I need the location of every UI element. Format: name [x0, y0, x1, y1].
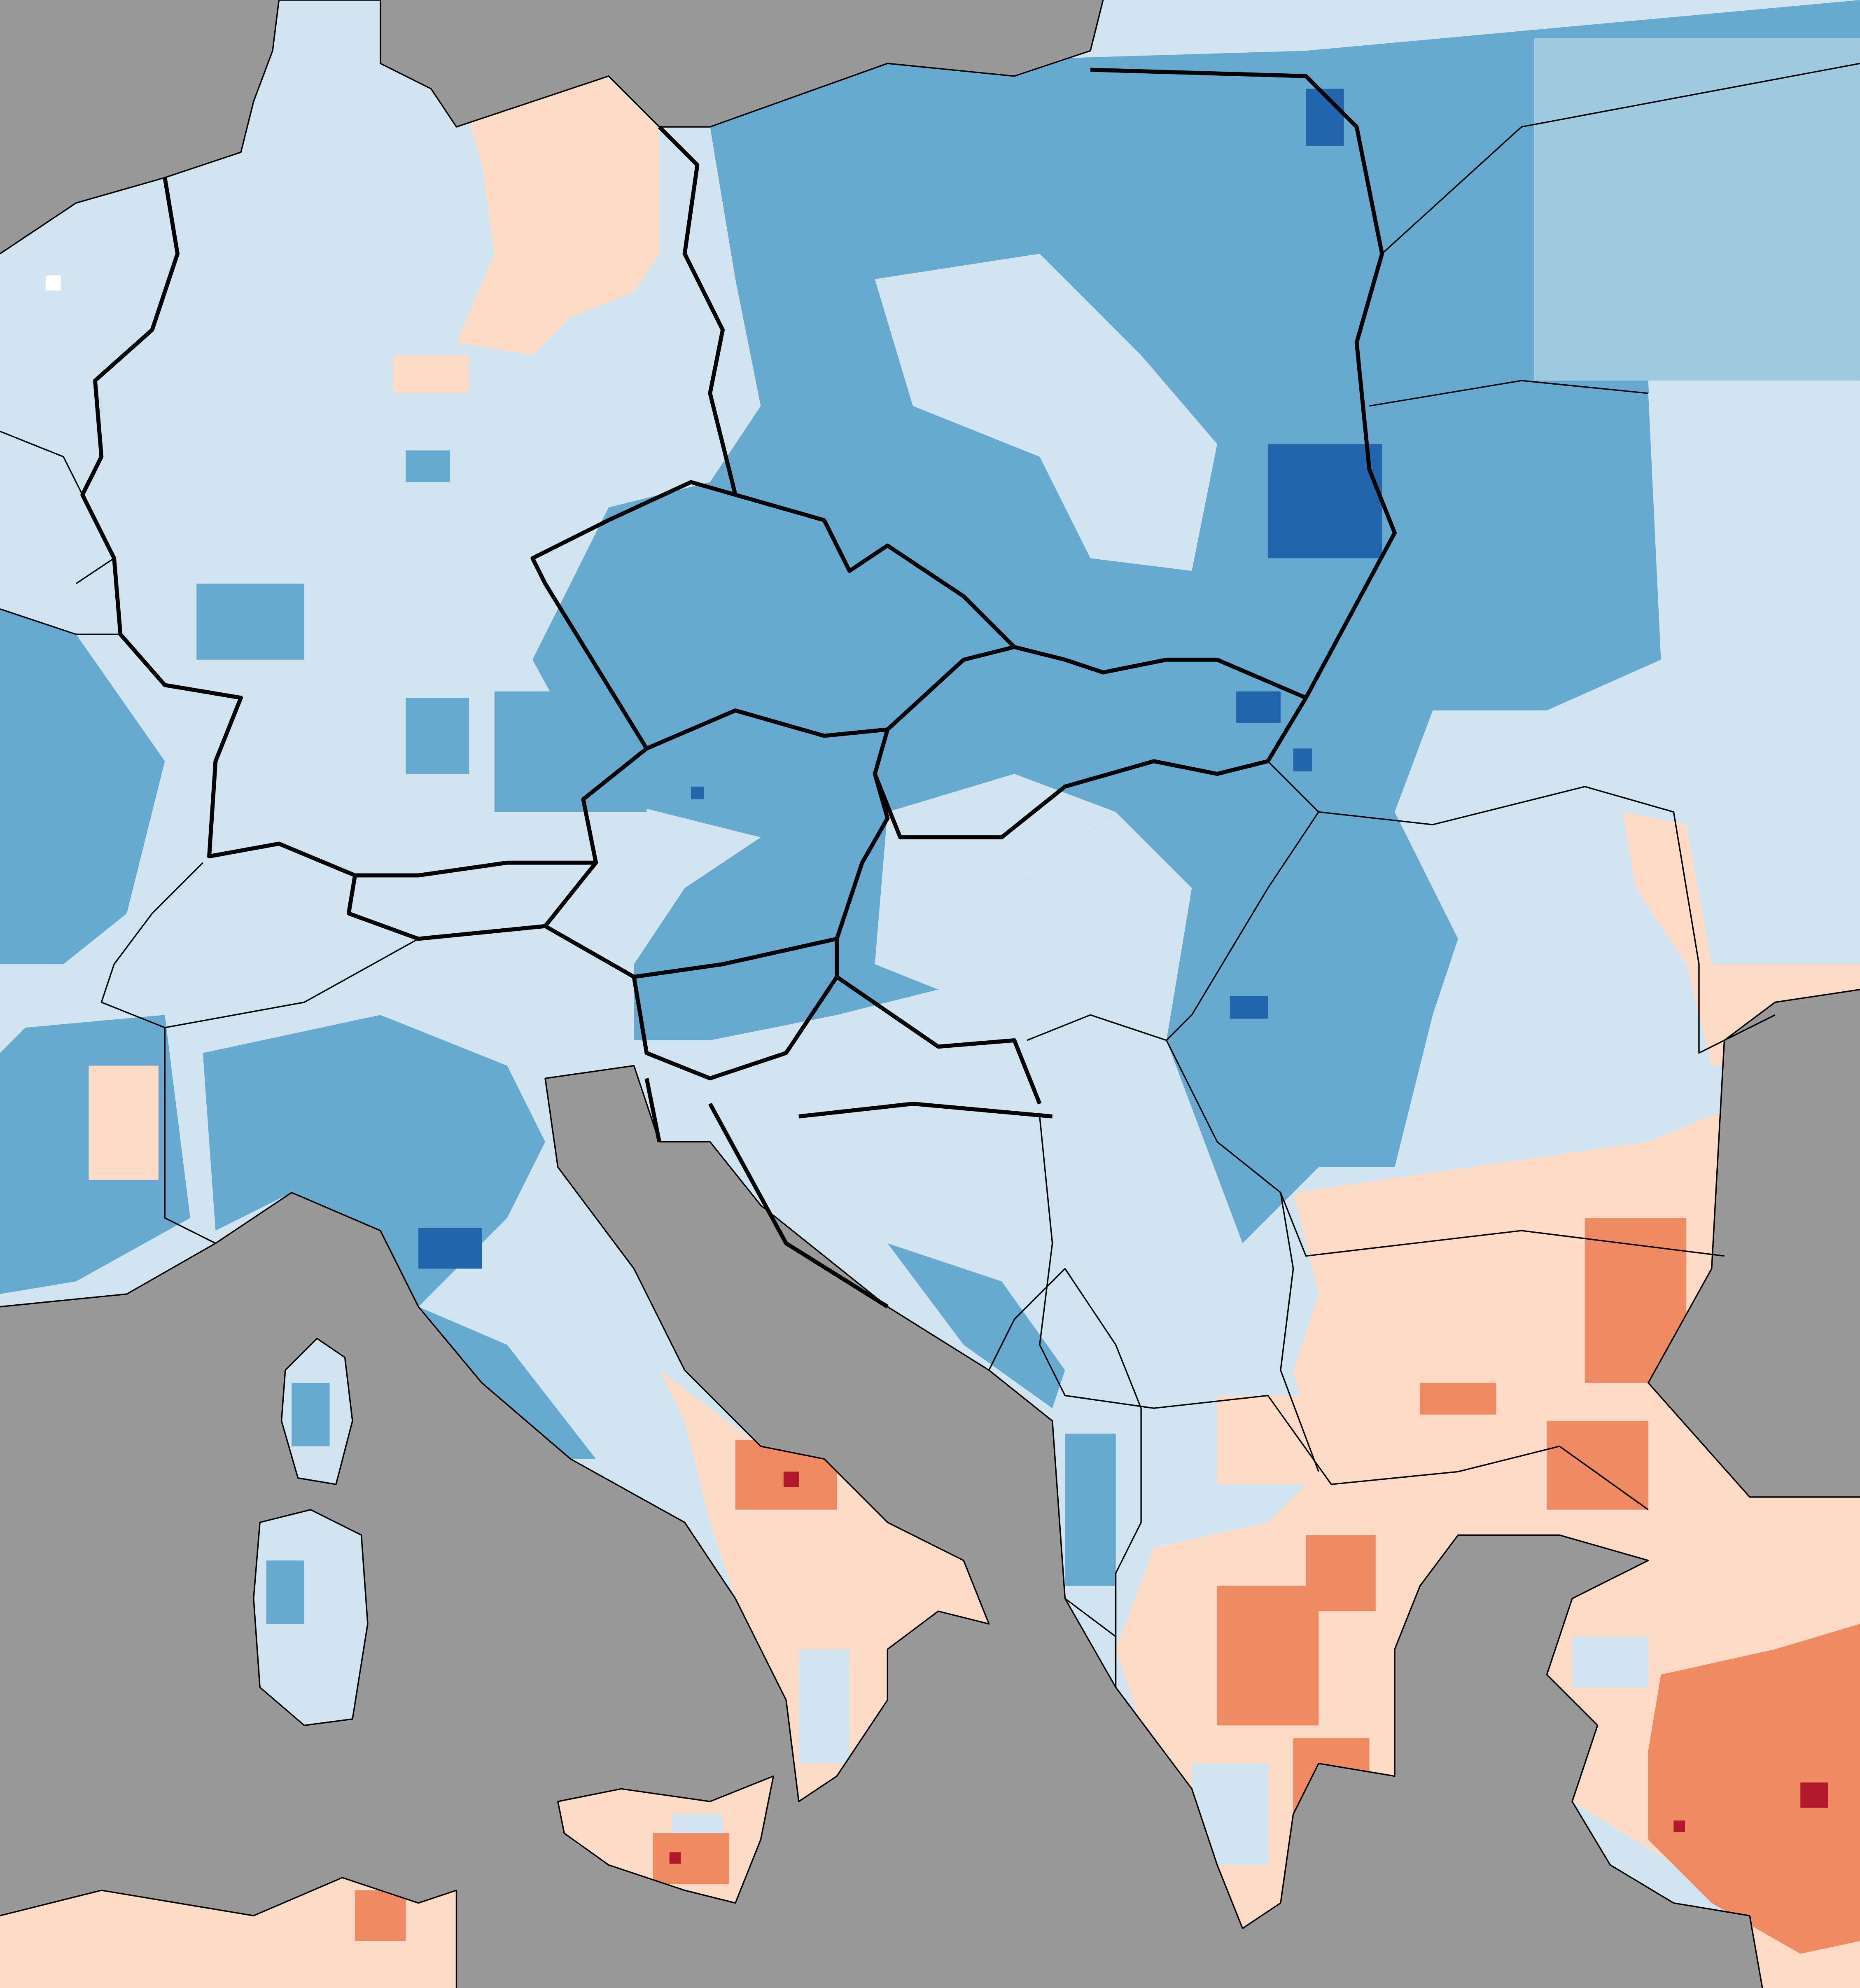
border [100, 862, 419, 1244]
borders-major [80, 68, 1397, 1309]
region-dark-blue [1230, 996, 1268, 1019]
region-peach [89, 1065, 159, 1180]
region-dark-blue [1293, 748, 1312, 771]
region-medium-blue [532, 0, 1860, 1243]
region-salmon [355, 1890, 406, 1941]
border [0, 430, 121, 635]
border [80, 125, 737, 878]
region-medium-blue [196, 583, 304, 660]
borders-minor [0, 63, 1860, 1687]
border [1369, 63, 1860, 407]
coastline [280, 1338, 353, 1485]
region-light [1534, 38, 1860, 381]
region-light [1433, 381, 1860, 812]
region-dark-red [669, 1852, 681, 1864]
region-light [875, 774, 1116, 990]
region-dark-red [783, 1472, 799, 1487]
region-light [798, 1649, 849, 1764]
region-medium-blue [1065, 1433, 1116, 1586]
region-salmon [1306, 1535, 1376, 1612]
region-salmon [1547, 1421, 1648, 1510]
region-dark-red [1800, 1782, 1829, 1808]
region-dark-blue [1268, 444, 1382, 558]
region-medium-blue [0, 609, 165, 965]
border [1064, 1192, 1319, 1687]
coastline [253, 1509, 369, 1726]
region-dark-blue [691, 786, 704, 799]
region-light [1572, 1636, 1648, 1687]
border [735, 68, 1397, 700]
border [1319, 786, 1776, 1054]
border [632, 939, 839, 1081]
region-dark-red [1673, 1820, 1685, 1832]
border [1039, 1116, 1649, 1511]
border [644, 975, 1053, 1309]
border [646, 645, 1015, 750]
coastline [0, 1877, 457, 1988]
region-salmon [653, 1833, 729, 1884]
region-medium-blue [494, 691, 647, 812]
region-salmon [1648, 1624, 1860, 1954]
border [1166, 1040, 1725, 1257]
region-medium-blue [406, 450, 450, 482]
missing-cell [45, 275, 61, 291]
region-dark-blue [418, 1228, 482, 1269]
region-light [875, 254, 1217, 571]
region-salmon [1420, 1383, 1496, 1415]
region-dark-blue [1306, 89, 1344, 146]
region-salmon [1217, 1586, 1319, 1726]
region-medium-blue [266, 1560, 304, 1624]
coastline [557, 1775, 774, 1904]
region-medium-blue [292, 1383, 330, 1446]
region-peach [393, 355, 469, 393]
region-medium-blue [418, 1306, 596, 1459]
border [988, 1268, 1142, 1409]
border [873, 696, 1308, 839]
region-peach [1217, 1395, 1319, 1485]
region-medium-blue [406, 698, 469, 774]
region-dark-blue [1236, 691, 1281, 723]
region-medium-blue [887, 1243, 1065, 1409]
region-peach [456, 63, 660, 355]
